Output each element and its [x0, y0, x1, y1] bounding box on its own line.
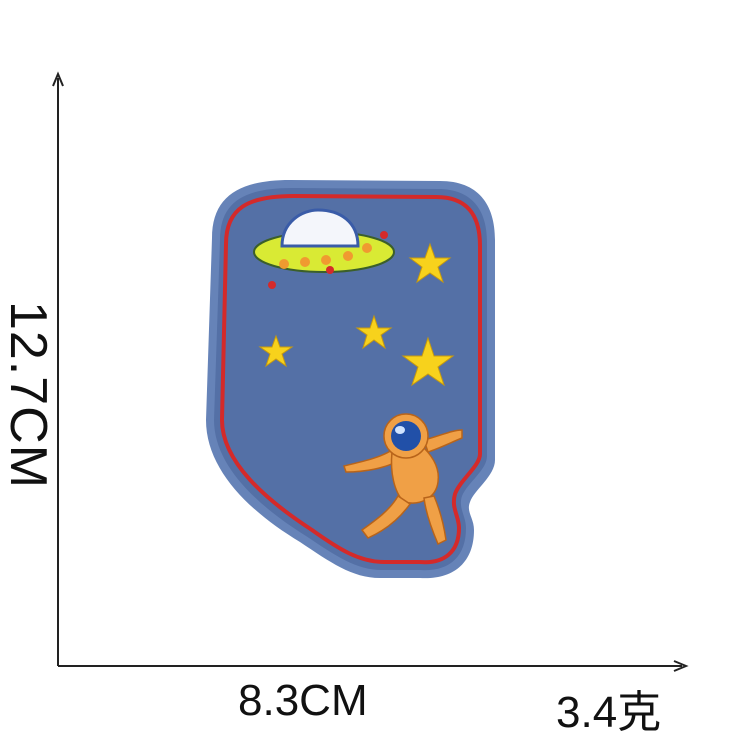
- vertical-axis-arrow: [52, 71, 64, 87]
- weight-label: 3.4克: [556, 688, 662, 737]
- star-icon: [258, 334, 294, 368]
- horizontal-axis-arrow: [673, 660, 689, 672]
- patch: [206, 180, 495, 579]
- star-icon: [408, 242, 452, 284]
- star-icon: [355, 314, 393, 350]
- width-dimension-label: 8.3CM: [238, 676, 368, 725]
- height-dimension-label: 12.7CM: [0, 300, 57, 490]
- dimension-axes: [52, 71, 689, 672]
- patch-red-border: [219, 193, 482, 565]
- astronaut-icon: [343, 413, 463, 546]
- star-icon: [401, 336, 455, 387]
- ufo-icon: [253, 208, 395, 289]
